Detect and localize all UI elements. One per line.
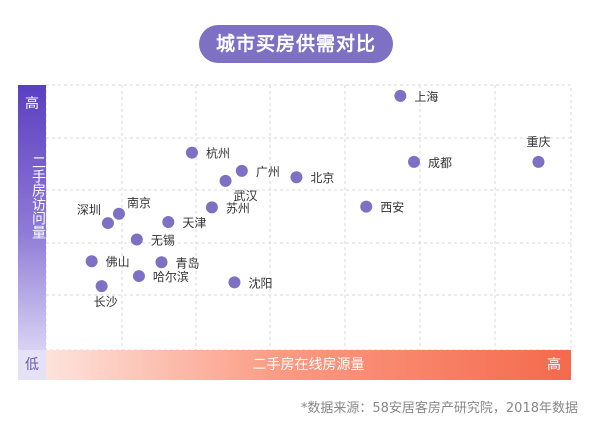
data-label: 上海 (414, 89, 438, 104)
plot-border (45, 84, 572, 351)
data-point (132, 270, 145, 283)
data-label: 深圳 (77, 203, 101, 217)
data-point (205, 201, 218, 214)
data-label: 南京 (127, 195, 151, 210)
data-point (85, 255, 98, 268)
data-label: 青岛 (176, 255, 200, 270)
x-axis-high-label: 高 (547, 357, 561, 373)
data-point (219, 174, 232, 187)
data-label: 长沙 (94, 295, 118, 309)
y-axis-label: 二手房访问量 (30, 155, 46, 239)
data-point (235, 164, 248, 177)
data-point (185, 146, 198, 159)
data-point (408, 155, 421, 168)
data-label: 沈阳 (248, 275, 272, 290)
chart-title: 城市买房供需对比 (199, 25, 393, 63)
data-label: 重庆 (526, 135, 550, 149)
y-axis-high-label: 高 (25, 96, 39, 112)
data-label: 北京 (310, 171, 334, 185)
data-point (532, 155, 545, 168)
data-point (95, 280, 108, 293)
data-label: 哈尔滨 (153, 269, 189, 284)
data-point (130, 233, 143, 246)
data-label: 杭州 (206, 146, 230, 161)
data-point (228, 276, 241, 289)
data-point (290, 171, 303, 184)
y-axis-low-label: 低 (18, 350, 46, 380)
data-label: 佛山 (106, 255, 130, 269)
data-label: 武汉 (234, 189, 258, 203)
x-axis-label: 二手房在线房源量 (252, 357, 365, 373)
data-point (394, 89, 407, 102)
data-label: 苏州 (226, 201, 250, 215)
data-point (101, 217, 114, 230)
x-axis-bar: 二手房在线房源量 高 (46, 350, 571, 380)
data-point (155, 256, 168, 269)
data-point (112, 207, 125, 220)
data-label: 广州 (256, 165, 280, 179)
data-points (85, 89, 545, 293)
data-point (162, 216, 175, 229)
data-point (360, 200, 373, 213)
grid-lines (45, 84, 572, 351)
data-label: 西安 (380, 200, 404, 215)
data-label: 无锡 (151, 232, 175, 247)
data-label: 成都 (428, 156, 452, 170)
y-axis-bar: 高 二手房访问量 (18, 85, 46, 350)
data-source-note: *数据来源：58安居客房产研究院，2018年数据 (300, 401, 578, 416)
data-label: 天津 (182, 216, 206, 230)
